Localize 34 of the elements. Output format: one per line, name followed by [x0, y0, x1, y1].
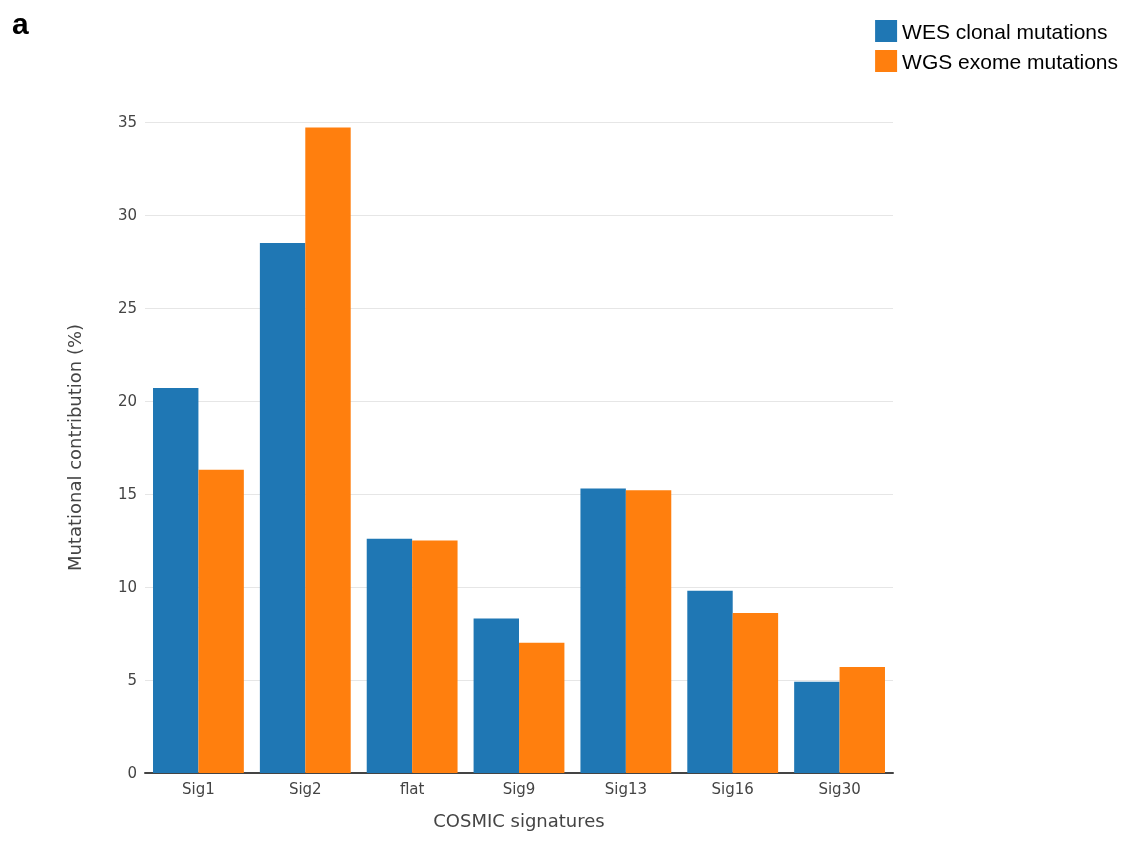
- x-tick-label: Sig1: [182, 779, 215, 798]
- bar: [625, 490, 672, 773]
- bar: [473, 618, 519, 773]
- bar: [305, 127, 351, 773]
- legend-label: WGS exome mutations: [902, 49, 1118, 73]
- y-tick-label: 20: [117, 392, 137, 410]
- bar: [687, 590, 733, 773]
- x-tick-label: Sig13: [604, 779, 648, 798]
- bar: [519, 642, 565, 773]
- bar: [732, 613, 779, 773]
- x-tick-label: Sig2: [288, 779, 322, 798]
- y-tick-label: 10: [117, 578, 137, 596]
- bar: [580, 488, 626, 773]
- x-tick-label: Sig16: [711, 779, 754, 798]
- y-tick-label: 0: [127, 764, 137, 782]
- y-axis-title: Mutational contribution (%): [63, 323, 85, 572]
- y-tick-label: 5: [127, 671, 137, 689]
- x-axis-title: COSMIC signatures: [433, 809, 605, 831]
- y-tick-label: 30: [117, 206, 137, 224]
- y-tick-label: 35: [117, 113, 137, 131]
- x-tick-label: flat: [399, 779, 425, 798]
- y-tick-label: 15: [117, 485, 137, 503]
- x-tick-label: Sig9: [502, 779, 536, 798]
- legend-label: WES clonal mutations: [902, 19, 1108, 43]
- bar: [153, 387, 199, 773]
- bar: [259, 242, 306, 773]
- bar: [839, 666, 885, 773]
- bar: [366, 538, 413, 773]
- text: a: [12, 6, 29, 40]
- y-tick-label: 25: [117, 299, 137, 317]
- bar: [794, 681, 840, 773]
- bar: [412, 540, 458, 773]
- bar: [198, 469, 244, 773]
- x-tick-label: Sig30: [818, 779, 861, 798]
